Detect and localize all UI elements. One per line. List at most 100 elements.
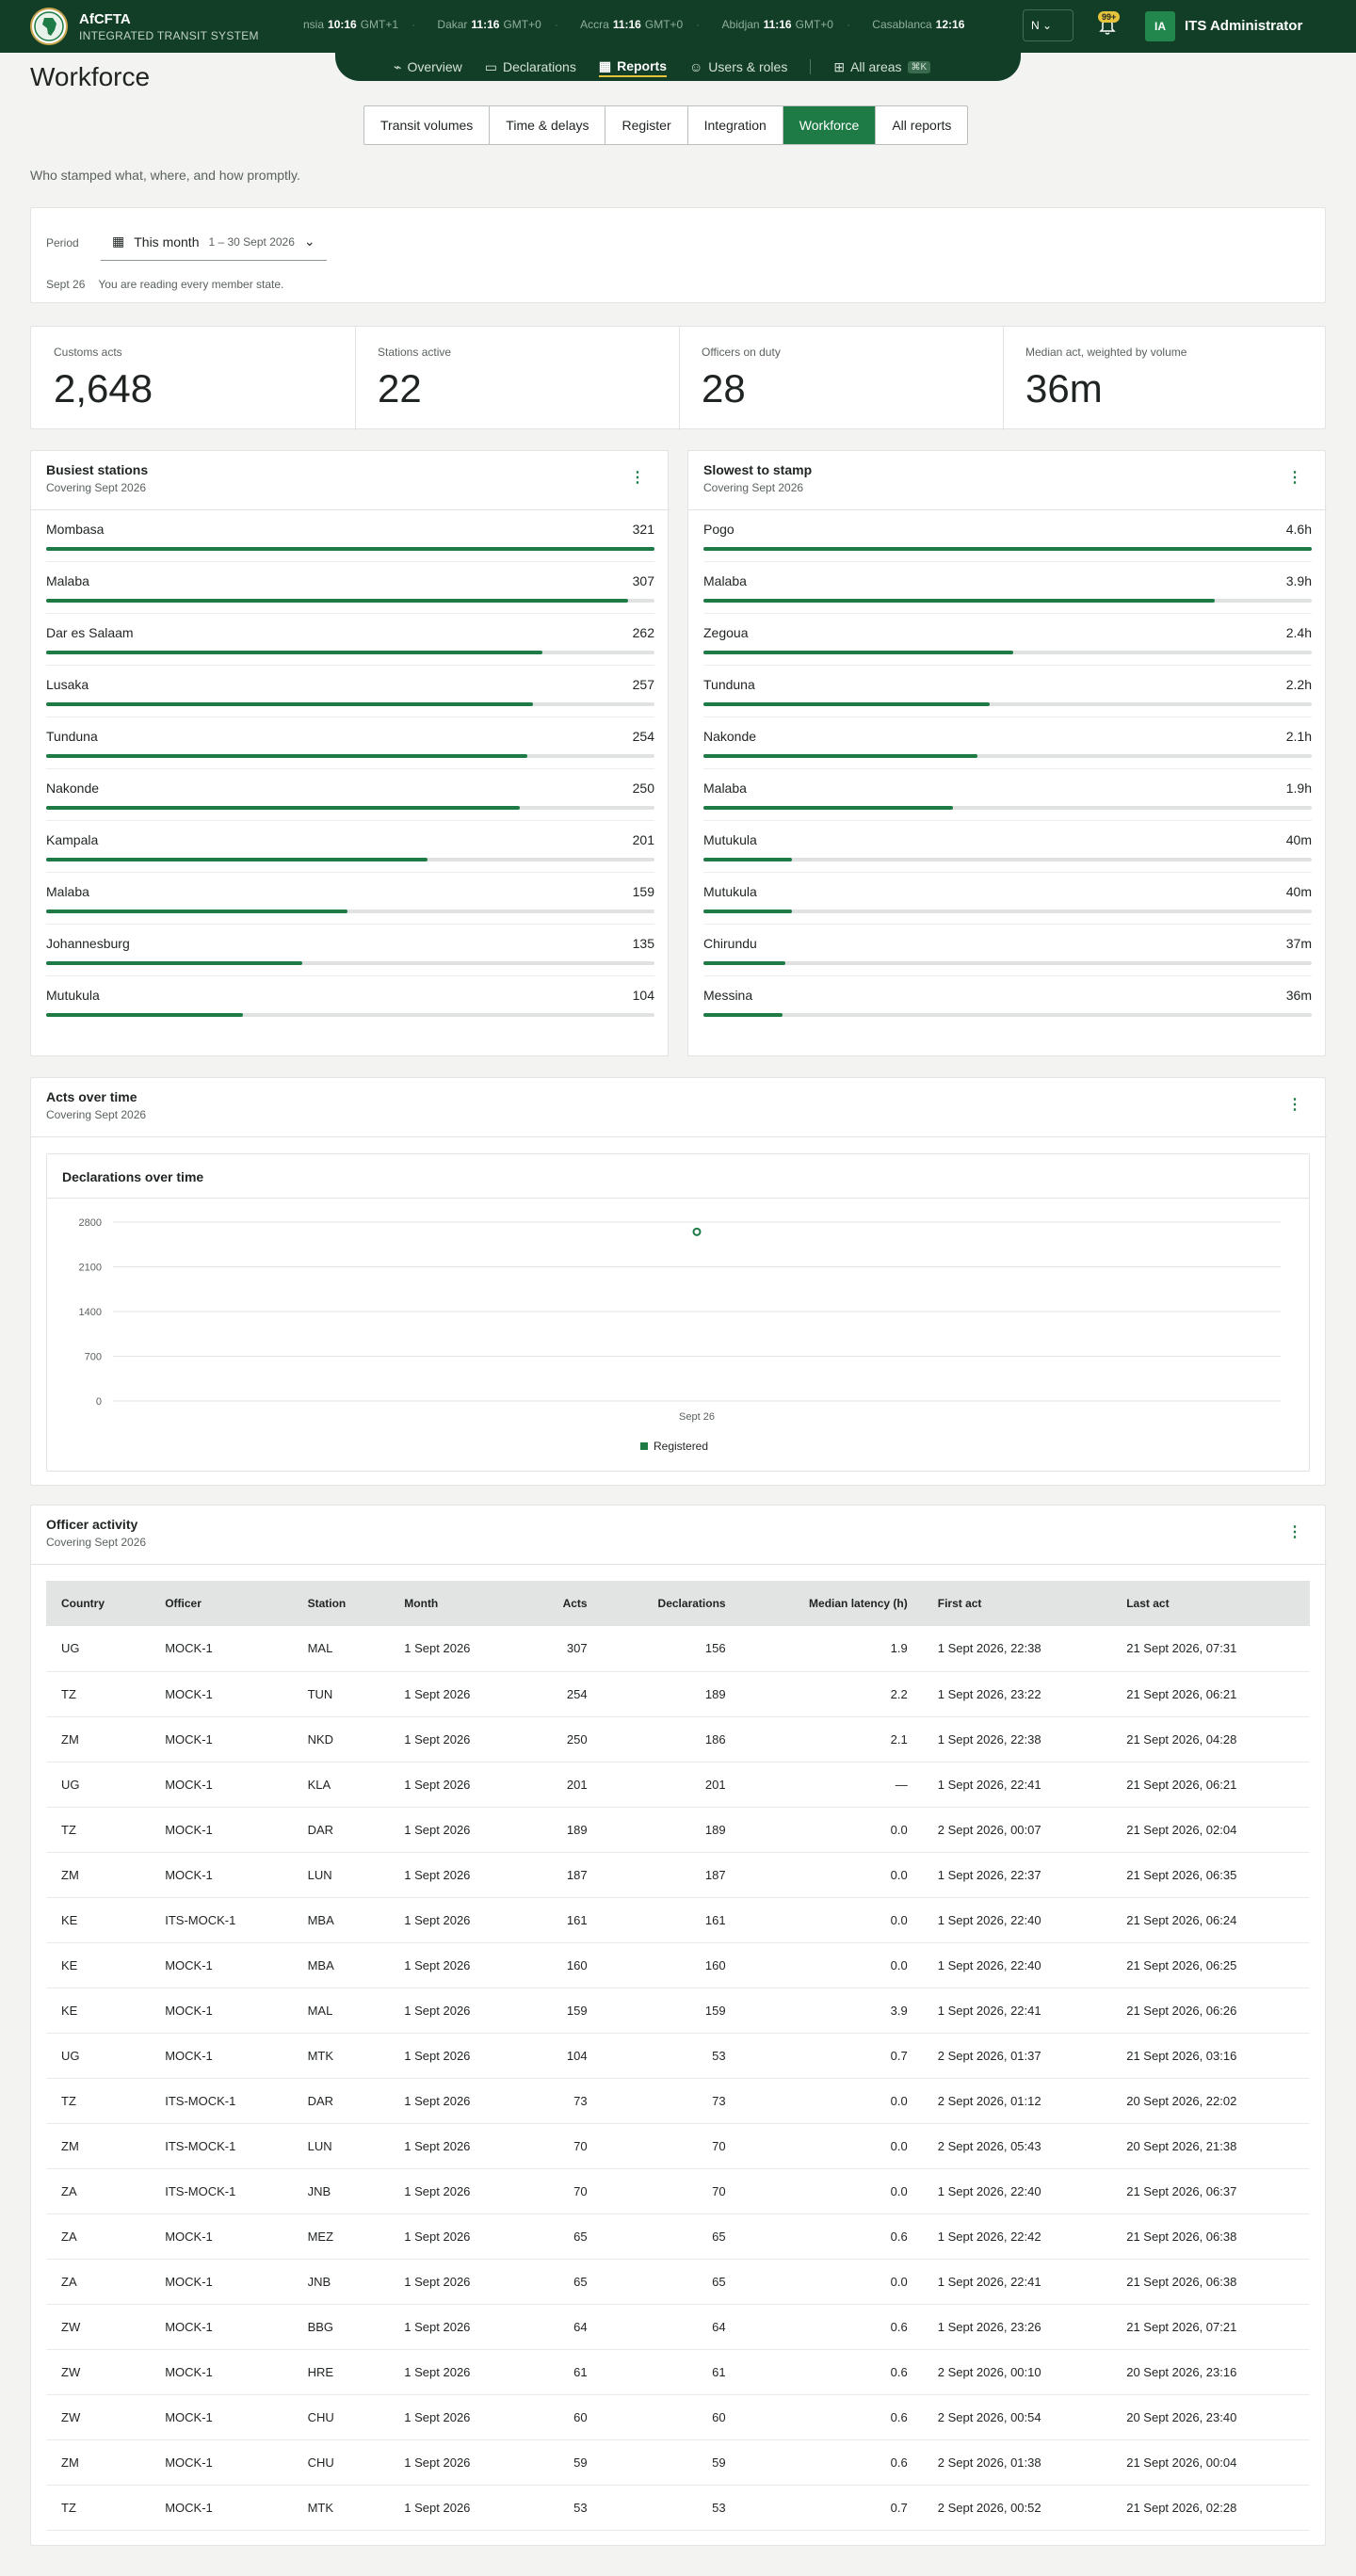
tab-register[interactable]: Register — [605, 106, 688, 144]
table-cell: 2.2 — [740, 1671, 923, 1717]
table-cell: 53 — [525, 2485, 603, 2531]
station-value: 2.2h — [1285, 677, 1312, 692]
more-options-icon[interactable]: ⋮ — [1287, 1097, 1302, 1113]
y-tick-label: 700 — [85, 1352, 102, 1363]
column-header[interactable]: Officer — [150, 1581, 293, 1626]
officer-table-wrap: Country Officer Station Month Acts Declaratio… — [46, 1581, 1310, 2531]
more-options-icon[interactable]: ⋮ — [1287, 470, 1302, 486]
nav-all-areas-label: All areas — [850, 59, 902, 74]
row-divider — [46, 768, 654, 769]
table-cell: KLA — [292, 1762, 390, 1808]
table-row[interactable]: ZM MOCK-1 LUN 1 Sept 2026 187 187 0.0 1 Sept 20… — [46, 1852, 1310, 1898]
table-cell: 70 — [602, 2123, 741, 2169]
avatar[interactable]: IA — [1145, 11, 1175, 41]
table-row[interactable]: ZW MOCK-1 HRE 1 Sept 2026 61 61 0.6 2 Sept 2026… — [46, 2349, 1310, 2395]
table-cell: 65 — [602, 2259, 741, 2305]
table-row[interactable]: ZW MOCK-1 CHU 1 Sept 2026 60 60 0.6 2 Sept 2026… — [46, 2394, 1310, 2440]
table-cell: BBG — [292, 2304, 390, 2350]
tab-time-delays[interactable]: Time & delays — [490, 106, 606, 144]
period-note-text: You are reading every member state. — [98, 278, 284, 291]
table-cell: 1 Sept 2026 — [389, 1716, 525, 1763]
station-value: 159 — [632, 884, 654, 899]
bar-track — [703, 1013, 1312, 1017]
nav-users[interactable]: ☺ Users & roles — [689, 56, 787, 77]
period-select[interactable]: ▦ This month 1 – 30 Sept 2026 ⌄ — [101, 223, 327, 261]
table-cell: MOCK-1 — [150, 2259, 293, 2305]
card-divider — [31, 509, 670, 510]
table-cell: ITS-MOCK-1 — [150, 2078, 293, 2124]
tab-integration[interactable]: Integration — [688, 106, 783, 144]
nav-reports[interactable]: ▦ Reports — [598, 56, 667, 77]
kpi-value: 22 — [378, 366, 422, 411]
table-cell: CHU — [292, 2439, 390, 2486]
bar-track — [46, 754, 654, 758]
table-row[interactable]: ZW MOCK-1 BBG 1 Sept 2026 64 64 0.6 1 Sept 2026… — [46, 2304, 1310, 2350]
card-divider — [688, 509, 1327, 510]
station-name: Malaba — [703, 781, 747, 796]
table-row[interactable]: ZM MOCK-1 NKD 1 Sept 2026 250 186 2.1 1 Sept 20… — [46, 1716, 1310, 1763]
table-row[interactable]: ZA MOCK-1 JNB 1 Sept 2026 65 65 0.0 1 Sept 2026… — [46, 2259, 1310, 2305]
table-cell: 1 Sept 2026, 23:22 — [922, 1671, 1112, 1717]
table-cell: 1 Sept 2026, 22:40 — [922, 2168, 1112, 2214]
nav-all-areas[interactable]: ⊞ All areas ⌘K — [833, 56, 931, 77]
table-row[interactable]: ZA ITS-MOCK-1 JNB 1 Sept 2026 70 70 0.0 1 Sept … — [46, 2168, 1310, 2214]
table-row[interactable]: KE MOCK-1 MBA 1 Sept 2026 160 160 0.0 1 Sept 20… — [46, 1942, 1310, 1988]
table-row[interactable]: ZM ITS-MOCK-1 LUN 1 Sept 2026 70 70 0.0 2 Sept … — [46, 2123, 1310, 2169]
legend-label[interactable]: Registered — [654, 1440, 708, 1453]
station-row: Mombasa 321 — [46, 510, 654, 562]
calendar-icon: ▦ — [112, 233, 125, 249]
table-cell: 59 — [602, 2439, 741, 2486]
bar-fill — [703, 1013, 783, 1017]
table-cell: UG — [46, 2033, 151, 2079]
language-select[interactable]: N ⌄ — [1023, 9, 1074, 41]
table-row[interactable]: TZ ITS-MOCK-1 DAR 1 Sept 2026 73 73 0.0 2 Sept … — [46, 2078, 1310, 2124]
more-options-icon[interactable]: ⋮ — [630, 470, 645, 486]
station-name: Lusaka — [46, 677, 89, 692]
table-cell: MOCK-1 — [150, 2394, 293, 2440]
table-cell: ZM — [46, 1716, 151, 1763]
table-row[interactable]: KE MOCK-1 MAL 1 Sept 2026 159 159 3.9 1 Sept 20… — [46, 1988, 1310, 2034]
station-name: Nakonde — [703, 729, 757, 744]
table-row[interactable]: KE ITS-MOCK-1 MBA 1 Sept 2026 161 161 0.0 1 Sep… — [46, 1897, 1310, 1943]
column-header[interactable]: First act — [922, 1581, 1112, 1626]
column-header[interactable]: Station — [292, 1581, 390, 1626]
station-name: Tunduna — [46, 729, 98, 744]
column-header[interactable]: Country — [46, 1581, 151, 1626]
station-row: Chirundu 37m — [703, 925, 1312, 976]
table-row[interactable]: UG MOCK-1 MAL 1 Sept 2026 307 156 1.9 1 Sept 20… — [46, 1626, 1310, 1672]
table-row[interactable]: TZ MOCK-1 MTK 1 Sept 2026 53 53 0.7 2 Sept 2026… — [46, 2485, 1310, 2531]
table-cell: JNB — [292, 2168, 390, 2214]
table-cell: 1 Sept 2026 — [389, 2168, 525, 2214]
tab-workforce[interactable]: Workforce — [783, 106, 877, 144]
column-header[interactable]: Month — [389, 1581, 525, 1626]
bar-track — [46, 858, 654, 861]
more-options-icon[interactable]: ⋮ — [1287, 1524, 1302, 1540]
table-row[interactable]: UG MOCK-1 KLA 1 Sept 2026 201 201—1 Sept 2026… — [46, 1762, 1310, 1808]
station-row: Kampala 201 — [46, 821, 654, 873]
bar-fill — [46, 806, 521, 810]
table-row[interactable]: TZ MOCK-1 DAR 1 Sept 2026 189 189 0.0 2 Sept 20… — [46, 1807, 1310, 1853]
bar-track — [703, 961, 1312, 965]
table-cell: MOCK-1 — [150, 1626, 293, 1672]
table-row[interactable]: TZ MOCK-1 TUN 1 Sept 2026 254 189 2.2 1 Sept 20… — [46, 1671, 1310, 1717]
column-header[interactable]: Acts — [525, 1581, 603, 1626]
user-name[interactable]: ITS Administrator — [1185, 18, 1303, 34]
clock-item: nsia 10:16 GMT+1 · — [303, 18, 416, 31]
data-point[interactable] — [692, 1227, 702, 1236]
table-cell: 21 Sept 2026, 06:25 — [1111, 1942, 1310, 1988]
table-cell: 2 Sept 2026, 05:43 — [922, 2123, 1112, 2169]
column-header[interactable]: Median latency (h) — [740, 1581, 923, 1626]
table-row[interactable]: UG MOCK-1 MTK 1 Sept 2026 104 53 0.7 2 Sept 202… — [46, 2033, 1310, 2079]
station-row: Malaba 1.9h — [703, 769, 1312, 821]
nav-declarations[interactable]: ▭ Declarations — [485, 56, 576, 77]
table-row[interactable]: ZA MOCK-1 MEZ 1 Sept 2026 65 65 0.6 1 Sept 2026… — [46, 2214, 1310, 2260]
grid-icon: ⊞ — [833, 58, 846, 74]
column-header[interactable]: Last act — [1111, 1581, 1310, 1626]
table-row[interactable]: ZM MOCK-1 CHU 1 Sept 2026 59 59 0.6 2 Sept 2026… — [46, 2439, 1310, 2486]
afcfta-logo[interactable] — [30, 8, 68, 45]
column-header[interactable]: Declarations — [602, 1581, 741, 1626]
table-cell: MTK — [292, 2485, 390, 2531]
tab-transit-volumes[interactable]: Transit volumes — [364, 106, 491, 144]
nav-overview[interactable]: ⌁ Overview — [394, 56, 462, 77]
tab-all-reports[interactable]: All reports — [892, 118, 952, 133]
